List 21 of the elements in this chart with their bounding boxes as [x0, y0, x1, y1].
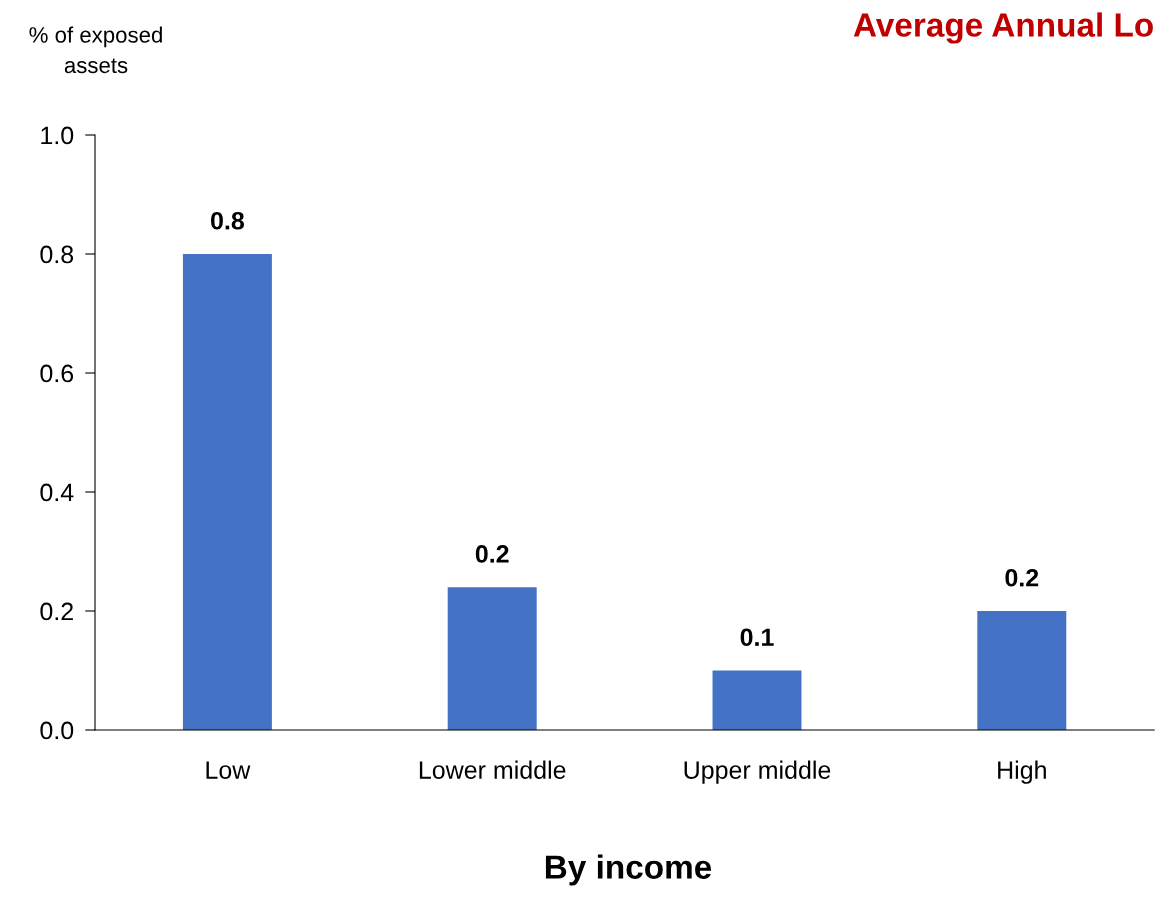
y-tick-label: 1.0 — [41, 126, 74, 145]
y-tick-label: 0.2 — [40, 602, 73, 621]
y-tick-label: 0.6 — [40, 364, 74, 383]
bar — [182, 254, 272, 730]
data-label: 0.2 — [475, 545, 509, 563]
x-tick-label: Lower middle — [419, 760, 566, 779]
bar — [712, 670, 802, 730]
bar — [447, 587, 537, 730]
x-tick-label: High — [998, 760, 1046, 784]
data-label: 0.2 — [1005, 568, 1039, 587]
x-tick-label: Upper middle — [684, 760, 831, 784]
chart-title: Average Annual Lo — [853, 12, 1153, 44]
x-axis-title: By income — [545, 854, 712, 886]
y-tick-label: 0.8 — [40, 245, 74, 264]
data-label: 0.1 — [740, 628, 774, 647]
y-tick-label: 0.4 — [40, 483, 74, 502]
data-label: 0.8 — [211, 211, 245, 230]
y-tick-label: 0.0 — [40, 721, 74, 740]
y-axis-title: % of exposed assets — [29, 26, 162, 74]
x-tick-label: Low — [206, 761, 251, 779]
bar — [977, 611, 1067, 730]
